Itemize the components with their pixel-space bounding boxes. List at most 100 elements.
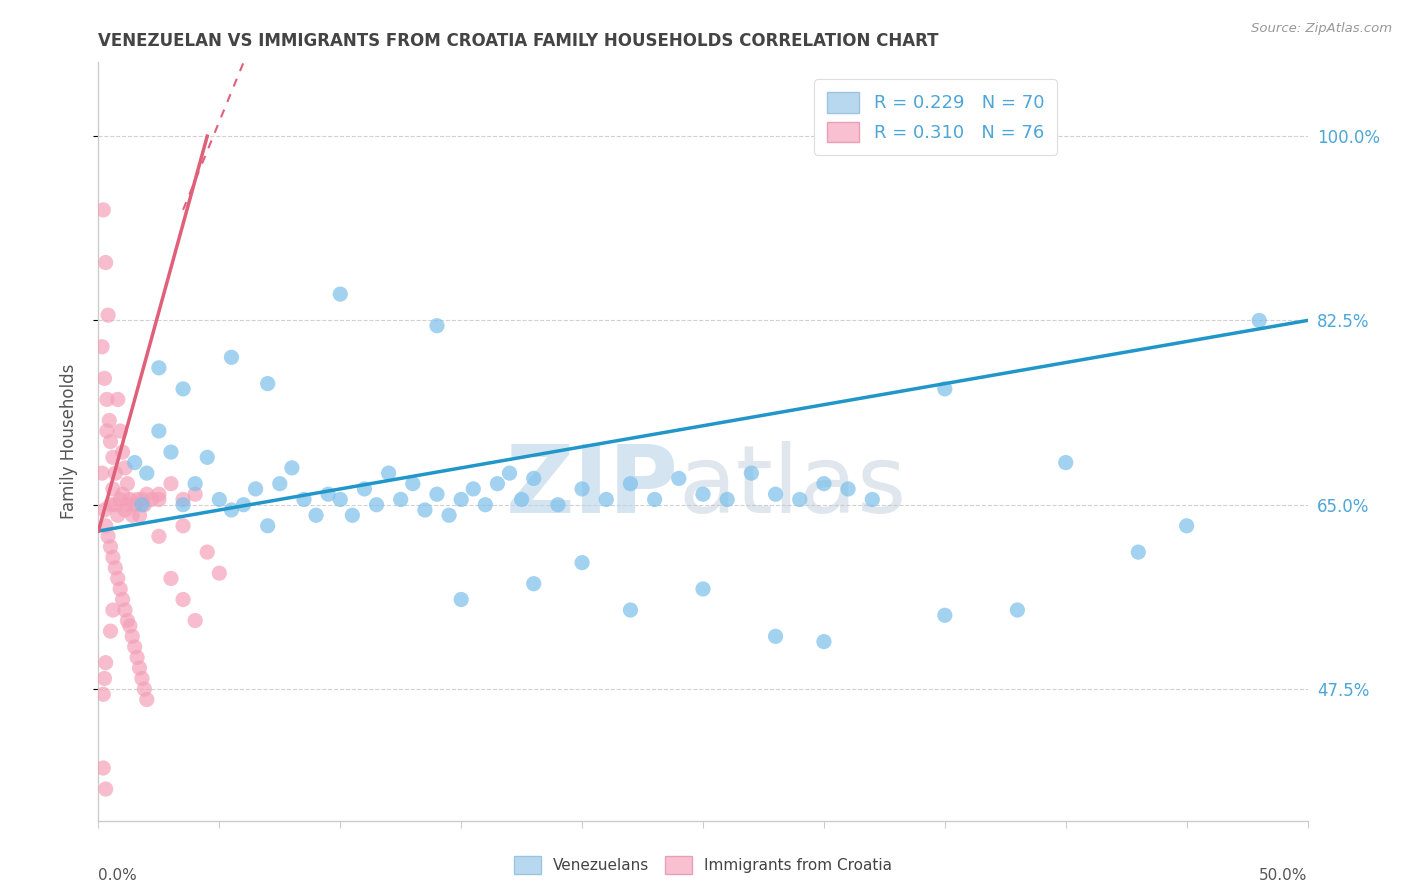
Point	[644, 492, 666, 507]
Point	[172, 592, 194, 607]
Point	[474, 498, 496, 512]
Point	[860, 492, 883, 507]
Point	[104, 561, 127, 575]
Point	[789, 492, 811, 507]
Point	[134, 681, 156, 696]
Point	[94, 656, 117, 670]
Point	[160, 445, 183, 459]
Point	[692, 487, 714, 501]
Point	[135, 466, 157, 480]
Point	[114, 503, 136, 517]
Point	[91, 202, 114, 217]
Text: atlas: atlas	[679, 441, 907, 533]
Point	[94, 518, 117, 533]
Point	[523, 576, 546, 591]
Point	[100, 540, 122, 554]
Point	[148, 487, 170, 501]
Text: Source: ZipAtlas.com: Source: ZipAtlas.com	[1251, 22, 1392, 36]
Point	[450, 492, 472, 507]
Point	[97, 308, 120, 322]
Point	[108, 582, 131, 596]
Point	[128, 661, 150, 675]
Point	[668, 471, 690, 485]
Point	[100, 434, 122, 449]
Point	[765, 629, 787, 643]
Point	[208, 492, 231, 507]
Point	[117, 614, 139, 628]
Point	[413, 503, 436, 517]
Point	[118, 492, 141, 507]
Point	[97, 529, 120, 543]
Point	[111, 487, 134, 501]
Point	[117, 498, 139, 512]
Point	[402, 476, 425, 491]
Point	[256, 376, 278, 391]
Point	[547, 498, 569, 512]
Point	[91, 466, 114, 480]
Point	[195, 450, 218, 465]
Point	[316, 487, 339, 501]
Point	[148, 529, 170, 543]
Point	[269, 476, 291, 491]
Point	[160, 476, 183, 491]
Point	[1128, 545, 1150, 559]
Point	[118, 619, 141, 633]
Point	[305, 508, 328, 523]
Point	[377, 466, 399, 480]
Point	[101, 450, 124, 465]
Point	[107, 392, 129, 407]
Point	[619, 476, 641, 491]
Point	[100, 624, 122, 639]
Point	[160, 571, 183, 585]
Point	[172, 492, 194, 507]
Point	[245, 482, 267, 496]
Point	[172, 518, 194, 533]
Point	[104, 498, 127, 512]
Point	[128, 508, 150, 523]
Point	[101, 482, 124, 496]
Point	[131, 492, 153, 507]
Point	[1054, 456, 1077, 470]
Point	[91, 761, 114, 775]
Point	[195, 545, 218, 559]
Point	[124, 456, 146, 470]
Point	[329, 287, 352, 301]
Point	[114, 603, 136, 617]
Point	[813, 634, 835, 648]
Point	[108, 492, 131, 507]
Point	[121, 508, 143, 523]
Point	[93, 371, 115, 385]
Point	[91, 340, 114, 354]
Point	[134, 498, 156, 512]
Point	[172, 382, 194, 396]
Point	[172, 498, 194, 512]
Point	[96, 392, 118, 407]
Point	[571, 556, 593, 570]
Point	[716, 492, 738, 507]
Point	[450, 592, 472, 607]
Point	[121, 629, 143, 643]
Point	[101, 550, 124, 565]
Point	[184, 614, 207, 628]
Point	[221, 351, 243, 365]
Point	[93, 672, 115, 686]
Point	[208, 566, 231, 581]
Point	[463, 482, 485, 496]
Point	[127, 650, 149, 665]
Legend: Venezuelans, Immigrants from Croatia: Venezuelans, Immigrants from Croatia	[508, 850, 898, 880]
Point	[148, 424, 170, 438]
Point	[389, 492, 412, 507]
Point	[135, 692, 157, 706]
Point	[813, 476, 835, 491]
Point	[256, 518, 278, 533]
Legend: R = 0.229   N = 70, R = 0.310   N = 76: R = 0.229 N = 70, R = 0.310 N = 76	[814, 79, 1057, 155]
Point	[141, 492, 163, 507]
Point	[934, 608, 956, 623]
Point	[131, 498, 153, 512]
Point	[366, 498, 388, 512]
Point	[111, 445, 134, 459]
Point	[292, 492, 315, 507]
Point	[100, 498, 122, 512]
Point	[486, 476, 509, 491]
Y-axis label: Family Households: Family Households	[59, 364, 77, 519]
